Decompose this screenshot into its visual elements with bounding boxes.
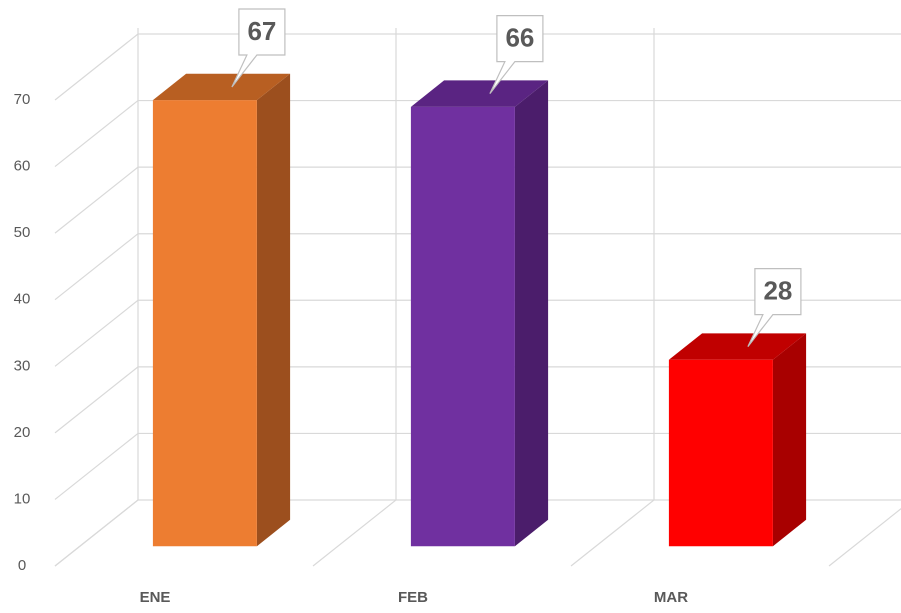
data-label-box [489, 15, 544, 94]
bar [152, 100, 257, 547]
wall-line [828, 507, 901, 567]
wall-line [312, 28, 397, 567]
x-tick-label: ENE [140, 589, 171, 606]
y-tick-label: 70 [14, 91, 31, 108]
x-tick-label: FEB [398, 589, 428, 606]
y-tick-label: 60 [14, 158, 31, 175]
wall-line [570, 28, 655, 567]
data-label: 66 [505, 23, 534, 53]
wall-line [54, 28, 139, 567]
bar-top [410, 80, 549, 107]
bar-side [772, 333, 807, 547]
bar-side [256, 73, 291, 547]
y-tick-label: 40 [14, 291, 31, 308]
data-label-box [747, 268, 802, 347]
y-tick-label: 50 [14, 224, 31, 241]
bar-top [668, 333, 807, 360]
y-tick-label: 0 [18, 557, 26, 574]
bar [410, 106, 515, 547]
bar-side [514, 80, 549, 547]
bar-top [152, 73, 291, 101]
data-label: 28 [763, 275, 792, 305]
x-tick-label: MAR [654, 589, 688, 606]
data-label: 67 [247, 16, 276, 46]
y-tick-label: 20 [14, 424, 31, 441]
data-label-box [231, 8, 286, 88]
y-tick-label: 10 [14, 490, 31, 507]
bar [668, 359, 773, 547]
y-tick-label: 30 [14, 357, 31, 374]
